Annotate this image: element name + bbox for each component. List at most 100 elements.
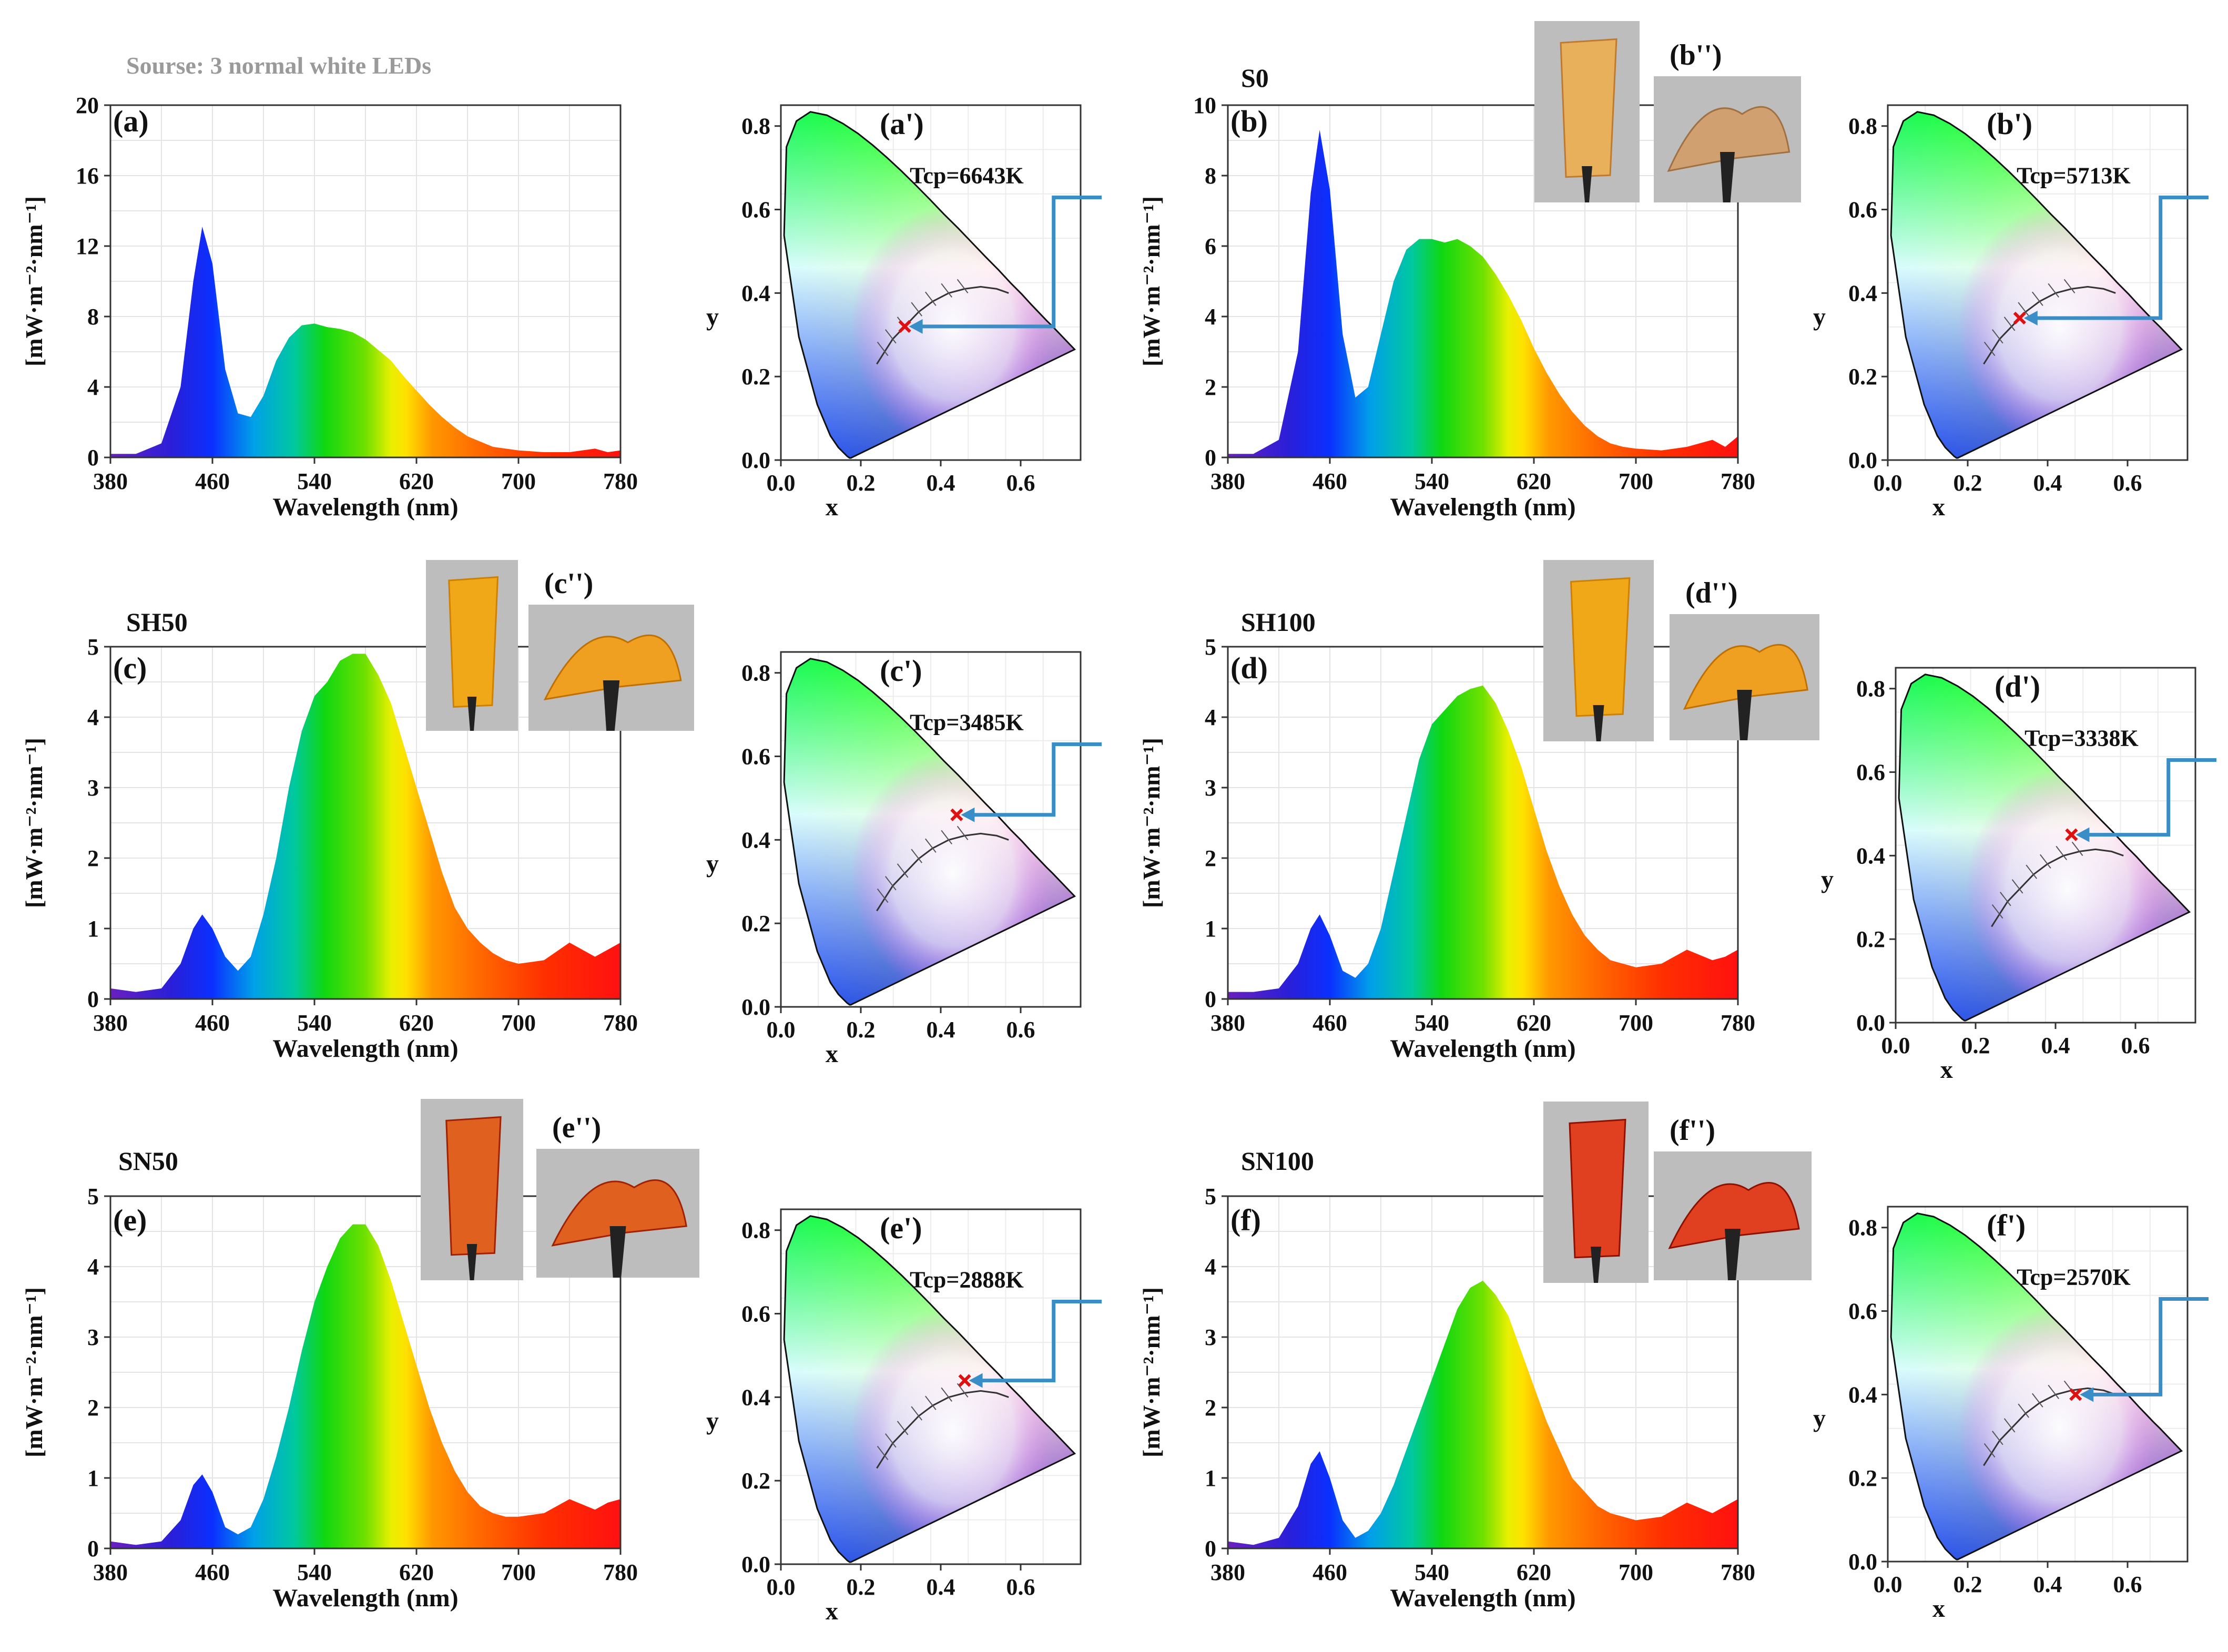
x-tick-label: 780 xyxy=(1721,1559,1755,1585)
isotherm-tick xyxy=(885,329,897,344)
panel-label: (d') xyxy=(1995,669,2040,703)
x-tick-label: 540 xyxy=(1415,1010,1449,1036)
x-tick-label: 460 xyxy=(1313,468,1347,494)
chromaticity-marker xyxy=(2069,1388,2082,1401)
isotherm-tick xyxy=(1983,341,1996,356)
tcp-arrow-head xyxy=(969,1373,983,1388)
y-tick-label: 0 xyxy=(1205,986,1216,1012)
tweezers xyxy=(466,1244,477,1280)
y-tick-label: 12 xyxy=(76,233,99,259)
x-tick-label: 0.0 xyxy=(767,1574,796,1600)
tcp-arrow xyxy=(2083,758,2216,837)
isotherm-tick xyxy=(941,830,952,844)
y-tick-label: 1 xyxy=(87,916,99,942)
tcp-arrow xyxy=(2087,1297,2209,1396)
tweezers xyxy=(1720,152,1735,202)
x-tick-label: 380 xyxy=(1210,1010,1245,1036)
isotherm-tick xyxy=(925,1395,937,1410)
film-bent xyxy=(543,634,682,700)
film-bent xyxy=(551,1179,687,1247)
tcp-label: Tcp=2570K xyxy=(2017,1265,2131,1290)
isotherm-tick xyxy=(2048,283,2059,298)
isotherm-tick xyxy=(2011,879,2023,894)
y-tick-label: 0.6 xyxy=(741,744,770,770)
spectrum-chart-b: 380 460 540 620 700 780 0 2 4 6 8 10 Wavelength (nm)… xyxy=(1138,21,1801,521)
y-axis-label: [mW·m⁻²·nm⁻¹] xyxy=(1138,1287,1165,1457)
tweezers xyxy=(609,1226,626,1278)
sample-photo xyxy=(536,1149,699,1278)
cie-gamut-outline xyxy=(1890,1212,2183,1561)
x-axis-label: x xyxy=(826,1597,838,1625)
cie-gamut-outline xyxy=(1898,674,2191,1022)
x-tick-label: 780 xyxy=(603,1559,638,1585)
tcp-arrow-head xyxy=(909,319,923,334)
tweezers xyxy=(1591,1247,1601,1283)
y-tick-label: 0.6 xyxy=(741,197,770,223)
y-tick-label: 4 xyxy=(1205,705,1216,730)
y-tick-label: 0.6 xyxy=(1856,760,1885,786)
isotherm-tick xyxy=(2003,317,2016,331)
y-tick-label: 4 xyxy=(1205,1254,1216,1280)
x-tick-label: 380 xyxy=(93,468,128,494)
tcp-label: Tcp=3338K xyxy=(2024,726,2139,751)
sample-photo xyxy=(426,560,518,731)
y-tick-label: 1 xyxy=(1205,1465,1216,1491)
y-tick-label: 0.4 xyxy=(741,827,770,853)
y-tick-label: 0.8 xyxy=(1856,676,1885,702)
y-tick-label: 4 xyxy=(1205,304,1216,330)
isotherm-tick xyxy=(2071,841,2083,856)
plot-frame xyxy=(1227,104,1739,458)
x-tick-label: 620 xyxy=(1517,1559,1551,1585)
source-label: Sourse: 3 normal white LEDs xyxy=(126,52,432,79)
y-tick-label: 8 xyxy=(87,304,99,330)
x-tick-label: 540 xyxy=(297,468,332,494)
film-sheet xyxy=(1570,577,1631,717)
x-tick-label: 780 xyxy=(603,468,638,494)
tweezers xyxy=(1593,705,1604,741)
x-tick-label: 0.0 xyxy=(767,470,796,496)
plot-frame xyxy=(1887,1206,2189,1563)
isotherm-tick xyxy=(925,291,937,306)
spectrum-area xyxy=(110,1224,620,1548)
x-tick-label: 0.2 xyxy=(1954,470,1982,496)
y-tick-label: 2 xyxy=(1205,845,1216,871)
x-tick-label: 0.4 xyxy=(927,1017,955,1043)
panel-label: (f') xyxy=(1987,1208,2026,1242)
panel-label: (e) xyxy=(113,1203,147,1237)
x-tick-label: 0.0 xyxy=(1874,470,1903,496)
chromaticity-marker xyxy=(2013,311,2026,325)
x-axis-label: Wavelength (nm) xyxy=(272,1035,458,1063)
y-tick-label: 0.4 xyxy=(1848,280,1877,306)
y-tick-label: 0.8 xyxy=(741,1218,770,1243)
plot-frame xyxy=(780,651,1082,1008)
sample-photo xyxy=(528,605,694,731)
panel-label: (c) xyxy=(113,651,147,685)
isotherm-tick xyxy=(897,863,909,878)
y-axis-label: y xyxy=(706,1408,719,1435)
x-axis-label: Wavelength (nm) xyxy=(1390,493,1575,521)
y-tick-label: 1 xyxy=(1205,916,1216,942)
sample-photo xyxy=(421,1099,523,1280)
sample-photo xyxy=(1670,614,1819,740)
panel-label: (a) xyxy=(113,104,149,138)
x-tick-label: 620 xyxy=(399,468,434,494)
isotherm-tick xyxy=(1992,329,2003,344)
tcp-label: Tcp=6643K xyxy=(910,163,1024,189)
isotherm-tick xyxy=(877,1445,889,1461)
x-tick-label: 0.6 xyxy=(1006,470,1035,496)
tcp-arrow-head xyxy=(961,807,975,822)
isotherm-tick xyxy=(1992,1431,2003,1445)
spectrum-area xyxy=(1228,129,1738,457)
tcp-arrow-head xyxy=(2076,827,2090,842)
sample-label: SH100 xyxy=(1241,607,1316,637)
spectrum-area xyxy=(110,654,620,999)
y-tick-label: 0.8 xyxy=(1848,114,1877,139)
x-axis-label: x xyxy=(826,493,838,521)
plot-frame xyxy=(1227,646,1739,1000)
x-tick-label: 700 xyxy=(501,1559,536,1585)
y-tick-label: 16 xyxy=(76,163,99,189)
film-sheet xyxy=(448,576,499,708)
x-tick-label: 460 xyxy=(1313,1010,1347,1036)
y-tick-label: 0.0 xyxy=(1848,447,1877,473)
